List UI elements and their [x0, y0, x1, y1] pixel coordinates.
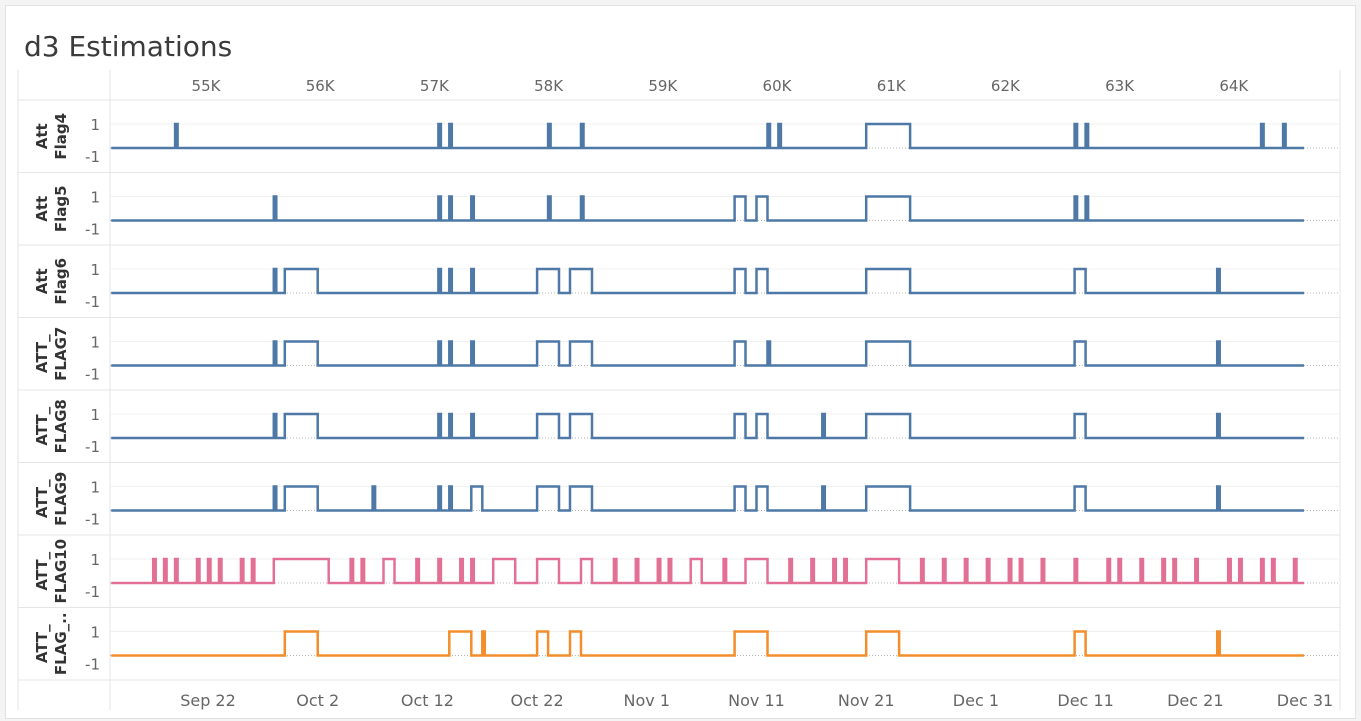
series-line — [111, 340, 1304, 367]
series-line — [111, 267, 1304, 295]
y-tick-label: 1 — [90, 116, 100, 134]
top-axis-tick-label: 60K — [763, 77, 793, 95]
y-tick-label: -1 — [85, 656, 100, 674]
row-label: ATT_FLAG7 — [33, 327, 70, 381]
row-label: ATT_FLAG_.. — [33, 612, 70, 675]
bottom-axis-tick-label: Dec 11 — [1057, 691, 1113, 710]
series-line — [111, 485, 1304, 512]
top-axis-tick-label: 63K — [1105, 77, 1135, 95]
y-tick-label: 1 — [90, 189, 100, 207]
row-label: AttFlag5 — [33, 185, 70, 232]
row-label: AttFlag6 — [33, 258, 70, 305]
row-label-line: ATT_ — [33, 334, 51, 373]
series-line — [111, 195, 1304, 222]
bottom-axis-tick-label: Oct 12 — [401, 691, 454, 710]
y-tick-label: 1 — [90, 624, 100, 642]
row-label-line: Att — [33, 268, 51, 294]
series-row: 1 -1 AttFlag4 — [18, 113, 1340, 173]
series-line — [111, 412, 1304, 440]
series-line — [111, 630, 1304, 657]
bottom-axis-tick-label: Oct 2 — [296, 691, 339, 710]
series-line — [111, 557, 1304, 585]
row-label-line: Flag6 — [52, 258, 70, 305]
chart-title: d3 Estimations — [24, 30, 233, 63]
y-tick-label: 1 — [90, 551, 100, 569]
top-axis-tick-label: 64K — [1219, 77, 1249, 95]
row-label-line: ATT_ — [33, 624, 51, 663]
series-row: 1 -1 ATT_FLAG7 — [18, 327, 1340, 391]
top-axis-tick-label: 57K — [420, 77, 450, 95]
row-label-line: FLAG8 — [52, 399, 70, 453]
y-tick-label: 1 — [90, 334, 100, 352]
row-label-line: Flag5 — [52, 185, 70, 232]
row-label-line: Att — [33, 196, 51, 222]
row-label-line: Flag4 — [52, 113, 70, 160]
y-tick-label: 1 — [90, 479, 100, 497]
bottom-axis-tick-label: Nov 21 — [838, 691, 895, 710]
bottom-axis-tick-label: Oct 22 — [511, 691, 564, 710]
series-line — [111, 122, 1304, 150]
y-tick-label: -1 — [85, 221, 100, 239]
bottom-axis-tick-label: Dec 1 — [953, 691, 999, 710]
y-tick-label: -1 — [85, 511, 100, 529]
row-label: ATT_FLAG9 — [33, 472, 70, 526]
series-row: 1 -1 ATT_FLAG8 — [18, 399, 1340, 463]
top-axis-tick-label: 56K — [306, 77, 336, 95]
top-axis-tick-label: 58K — [534, 77, 564, 95]
bottom-axis-tick-label: Dec 31 — [1277, 691, 1333, 710]
top-axis-tick-label: 55K — [192, 77, 222, 95]
y-tick-label: 1 — [90, 406, 100, 424]
row-label-line: ATT_ — [33, 479, 51, 518]
series-row: 1 -1 ATT_FLAG10 — [18, 539, 1340, 608]
y-tick-label: 1 — [90, 261, 100, 279]
series-row: 1 -1 AttFlag6 — [18, 258, 1340, 318]
row-label-line: ATT_ — [33, 406, 51, 445]
row-label: AttFlag4 — [33, 113, 70, 160]
series-row: 1 -1 ATT_FLAG9 — [18, 472, 1340, 536]
row-label-line: FLAG10 — [52, 539, 70, 604]
top-axis-tick-label: 61K — [877, 77, 907, 95]
row-label-line: FLAG9 — [52, 472, 70, 526]
row-label-line: FLAG7 — [52, 327, 70, 381]
y-tick-label: -1 — [85, 293, 100, 311]
top-axis-tick-label: 59K — [648, 77, 678, 95]
bottom-axis-tick-label: Dec 21 — [1167, 691, 1223, 710]
y-tick-label: -1 — [85, 583, 100, 601]
series-row: 1 -1 ATT_FLAG_.. — [18, 612, 1340, 681]
bottom-axis-tick-label: Nov 11 — [728, 691, 785, 710]
series-row: 1 -1 AttFlag5 — [18, 185, 1340, 246]
y-tick-label: -1 — [85, 366, 100, 384]
y-tick-label: -1 — [85, 438, 100, 456]
row-label: ATT_FLAG10 — [33, 539, 70, 604]
y-tick-label: -1 — [85, 148, 100, 166]
row-label-line: Att — [33, 123, 51, 149]
row-label-line: ATT_ — [33, 551, 51, 590]
bottom-axis-tick-label: Nov 1 — [624, 691, 671, 710]
row-label-line: FLAG_.. — [52, 612, 70, 675]
top-axis-tick-label: 62K — [991, 77, 1021, 95]
bottom-axis-tick-label: Sep 22 — [180, 691, 236, 710]
row-label: ATT_FLAG8 — [33, 399, 70, 453]
